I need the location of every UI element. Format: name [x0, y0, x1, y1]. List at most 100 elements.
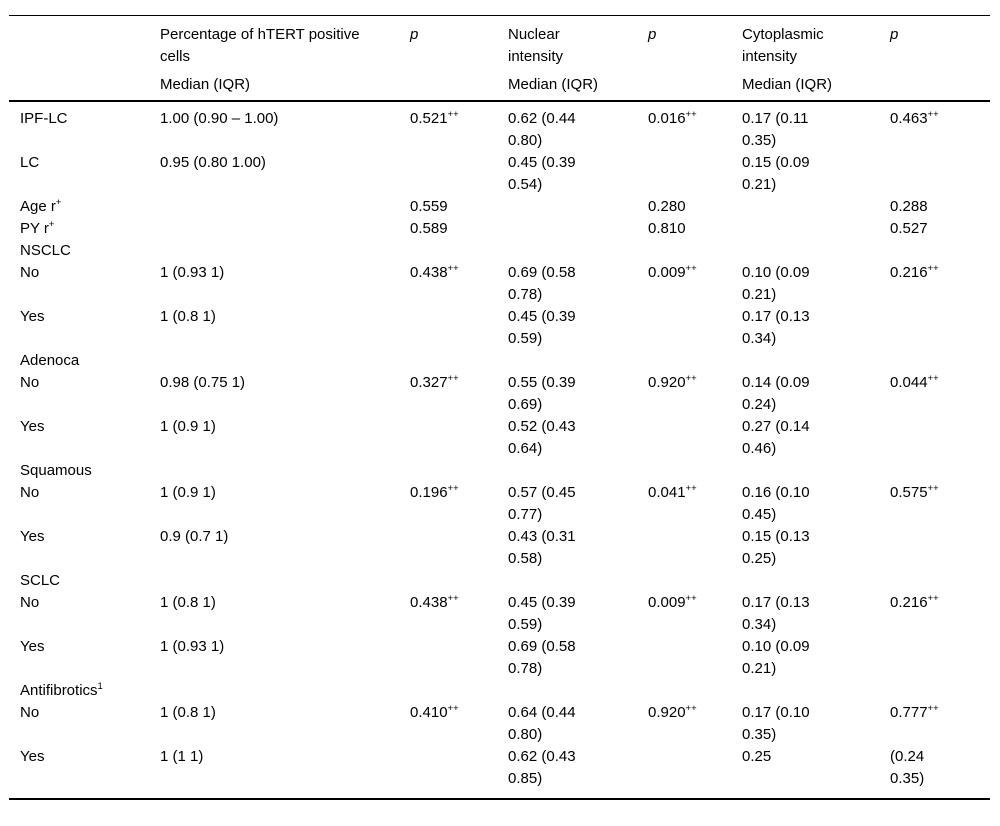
superscript-marker: ++: [685, 593, 697, 604]
table-cell: [742, 460, 890, 482]
row-label: Yes: [20, 418, 45, 435]
header-title: Nuclear intensity: [508, 26, 564, 65]
superscript-marker: ++: [927, 263, 939, 274]
table-cell: 0.17 (0.13 0.34): [742, 594, 810, 633]
table-cell: [508, 196, 648, 218]
header-p-1: p: [410, 15, 508, 102]
row-label: Yes: [20, 748, 45, 765]
row-label: Yes: [20, 638, 45, 655]
table-row: No 1 (0.93 1) 0.438++ 0.69 (0.58 0.78) 0.009…: [9, 262, 990, 306]
table-cell: [160, 196, 410, 218]
header-cytoplasmic-intensity: Cytoplasmic intensity Median (IQR): [742, 15, 890, 102]
table-cell: 0.589: [410, 220, 448, 237]
superscript-marker: ++: [685, 109, 697, 120]
table-row: Antifibrotics1: [9, 680, 990, 702]
table-cell: [648, 416, 742, 460]
table-cell: 1 (0.8 1): [160, 308, 216, 325]
header-rowlabel-column: [9, 15, 160, 102]
table-cell: 0.438++: [410, 593, 459, 611]
table-row: Age r+ 0.559 0.280 0.288: [9, 196, 990, 218]
table-row: Yes 1 (0.93 1) 0.69 (0.58 0.78) 0.10 (0.09 …: [9, 636, 990, 680]
results-table: Percentage of hTERT positive cells Media…: [9, 15, 990, 800]
row-label: Yes: [20, 528, 45, 545]
table-cell: 0.777++: [890, 703, 939, 721]
table-cell: [160, 350, 410, 372]
row-label: PY r+: [20, 219, 55, 237]
table-cell: [648, 636, 742, 680]
table-cell: 0.25: [742, 748, 772, 765]
table-row: Squamous: [9, 460, 990, 482]
table-cell: 0.45 (0.39 0.59): [508, 308, 576, 347]
table-row: Yes 1 (0.8 1) 0.45 (0.39 0.59) 0.17 (0.13 0…: [9, 306, 990, 350]
superscript-marker: +: [48, 219, 55, 230]
header-title: Percentage of hTERT positive cells: [160, 26, 360, 65]
row-label: No: [20, 484, 40, 501]
header-subtitle: [20, 74, 160, 96]
superscript-marker: ++: [447, 263, 459, 274]
header-row: Percentage of hTERT positive cells Media…: [9, 15, 990, 102]
table-row: IPF-LC 1.00 (0.90 – 1.00) 0.521++ 0.62 (0.4…: [9, 101, 990, 152]
table-cell: [508, 240, 648, 262]
table-cell: [890, 460, 990, 482]
table-cell: [890, 526, 990, 570]
table-cell: [410, 306, 508, 350]
table-cell: (0.24 0.35): [890, 748, 925, 787]
row-label: Squamous: [20, 462, 92, 479]
table-cell: [410, 350, 508, 372]
table-cell: 0.044++: [890, 373, 939, 391]
table-cell: [742, 570, 890, 592]
table-cell: 0.041++: [648, 483, 697, 501]
table-cell: 0.463++: [890, 109, 939, 127]
superscript-marker: ++: [927, 483, 939, 494]
table-cell: [648, 350, 742, 372]
table-cell: [410, 460, 508, 482]
table-cell: [508, 570, 648, 592]
table-cell: 0.45 (0.39 0.59): [508, 594, 576, 633]
table-cell: [890, 570, 990, 592]
table-cell: 0.16 (0.10 0.45): [742, 484, 810, 523]
row-label: No: [20, 374, 40, 391]
table-cell: 0.438++: [410, 263, 459, 281]
header-title: p: [410, 26, 419, 43]
table-cell: [890, 416, 990, 460]
superscript-marker: +: [55, 197, 62, 208]
table-cell: [410, 680, 508, 702]
table-cell: [160, 680, 410, 702]
table-cell: 0.216++: [890, 593, 939, 611]
header-title: [20, 16, 160, 68]
table-cell: [160, 460, 410, 482]
table-cell: 0.196++: [410, 483, 459, 501]
row-label: LC: [20, 154, 40, 171]
table-row: LC 0.95 (0.80 1.00) 0.45 (0.39 0.54) 0.15 (…: [9, 152, 990, 196]
header-subtitle: Median (IQR): [508, 76, 599, 93]
table-cell: 1 (0.8 1): [160, 704, 216, 721]
row-label: NSCLC: [20, 242, 71, 259]
table-cell: 0.43 (0.31 0.58): [508, 528, 576, 567]
table-cell: 0.521++: [410, 109, 459, 127]
table-row: Adenoca: [9, 350, 990, 372]
table-cell: 1 (0.9 1): [160, 418, 216, 435]
table-cell: 1 (0.93 1): [160, 264, 225, 281]
row-label: Yes: [20, 308, 45, 325]
table-cell: 1 (0.9 1): [160, 484, 216, 501]
table-cell: 0.920++: [648, 703, 697, 721]
table-cell: 0.559: [410, 198, 448, 215]
table-cell: [648, 460, 742, 482]
header-subtitle: Median (IQR): [160, 76, 251, 93]
row-label: Adenoca: [20, 352, 80, 369]
table-cell: 0.62 (0.44 0.80): [508, 110, 576, 149]
superscript-marker: ++: [927, 373, 939, 384]
table-cell: 0.45 (0.39 0.54): [508, 154, 576, 193]
table-row: No 1 (0.8 1) 0.438++ 0.45 (0.39 0.59) 0.009+…: [9, 592, 990, 636]
table-cell: [648, 680, 742, 702]
header-pct-htert: Percentage of hTERT positive cells Media…: [160, 15, 410, 102]
table-row: No 1 (0.8 1) 0.410++ 0.64 (0.44 0.80) 0.920+…: [9, 702, 990, 746]
table-cell: [160, 218, 410, 240]
table-cell: [890, 152, 990, 196]
table-cell: [648, 152, 742, 196]
header-title: Cytoplasmic intensity: [742, 26, 824, 65]
table-cell: [410, 526, 508, 570]
table-cell: 0.57 (0.45 0.77): [508, 484, 576, 523]
table-cell: [742, 350, 890, 372]
table-cell: [890, 636, 990, 680]
